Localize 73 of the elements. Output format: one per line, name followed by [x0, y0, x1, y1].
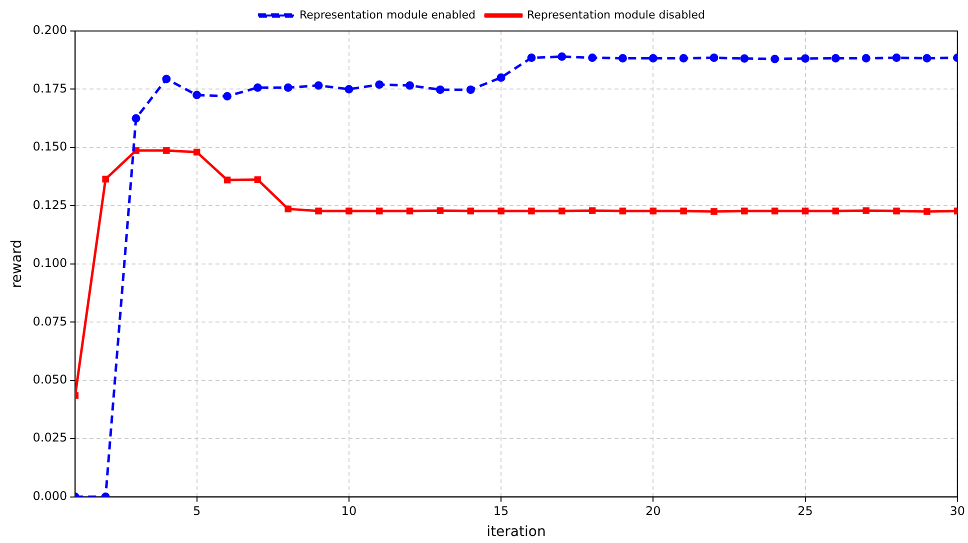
point [344, 84, 354, 94]
point [193, 148, 200, 156]
point [680, 208, 687, 214]
point [588, 207, 596, 214]
point [588, 54, 597, 62]
point [618, 54, 627, 62]
point [679, 54, 688, 62]
point [162, 74, 171, 84]
point [802, 208, 809, 214]
point [406, 208, 414, 214]
x-tick-label: 25 [798, 504, 813, 518]
point [376, 208, 383, 214]
point [192, 90, 202, 100]
x-tick-label: 5 [193, 504, 201, 518]
point [132, 114, 140, 123]
point [892, 54, 901, 62]
y-axis-title: reward [9, 240, 26, 288]
point [102, 176, 109, 182]
point [893, 208, 900, 214]
y-tick-label: 0.125 [32, 198, 68, 212]
point [832, 208, 840, 214]
point [619, 208, 626, 214]
point [406, 81, 414, 90]
y-tick-label: 0.200 [32, 23, 68, 38]
y-tick-label: 0.000 [32, 488, 68, 503]
point [710, 208, 718, 215]
y-tick-label: 0.050 [32, 372, 68, 386]
point [710, 54, 718, 62]
y-tick-label: 0.025 [32, 430, 68, 445]
point [801, 54, 810, 63]
y-tick-label: 0.150 [32, 140, 68, 154]
point [467, 208, 474, 214]
point [558, 208, 566, 214]
point [831, 54, 840, 62]
point [770, 54, 780, 64]
point [346, 208, 352, 214]
point [650, 208, 657, 214]
y-tick-label: 0.075 [32, 314, 68, 328]
x-tick-label: 15 [493, 504, 509, 518]
point [527, 54, 536, 62]
point [436, 85, 444, 94]
point [254, 176, 262, 183]
point [528, 208, 535, 214]
point [924, 208, 930, 215]
y-tick-label: 0.175 [32, 81, 68, 96]
legend-label: Representation module enabled [299, 8, 476, 22]
point [284, 206, 292, 212]
point [740, 54, 749, 63]
point [375, 80, 384, 89]
x-tick-label: 10 [341, 504, 357, 518]
point [862, 207, 870, 214]
point [253, 83, 262, 92]
point [466, 85, 475, 94]
point [922, 54, 932, 62]
point [315, 208, 322, 214]
x-tick-label: 30 [950, 504, 966, 518]
point [741, 208, 748, 214]
point [771, 208, 778, 214]
point [862, 54, 870, 62]
point [284, 83, 292, 92]
point [498, 208, 504, 214]
x-axis-title: iteration [486, 524, 546, 540]
point [436, 207, 444, 214]
point [163, 147, 170, 154]
x-tick-label: 20 [646, 504, 661, 518]
point [223, 92, 232, 100]
y-tick-label: 0.100 [32, 256, 68, 270]
legend-label: Representation module disabled [526, 8, 706, 22]
point [224, 176, 231, 184]
point [496, 73, 506, 82]
point [558, 52, 566, 61]
point [648, 54, 658, 62]
point [314, 81, 323, 90]
